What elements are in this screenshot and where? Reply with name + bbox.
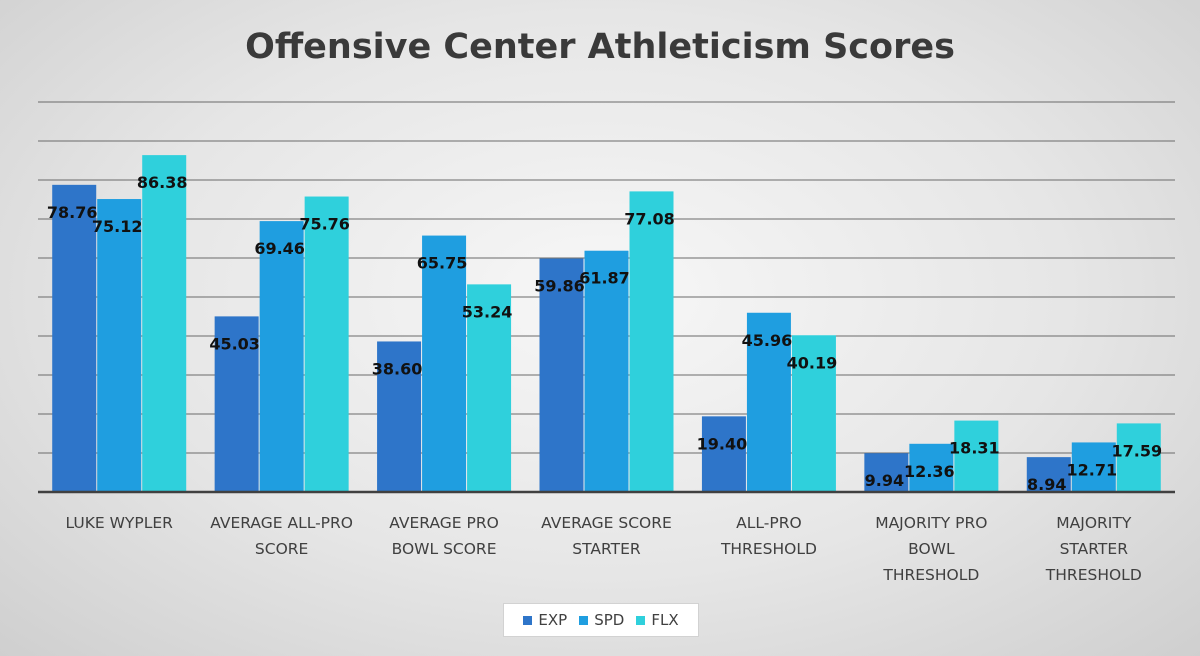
category-label-line: LUKE WYPLER [65,514,173,532]
bar-exp [377,341,422,492]
bar-spd [259,221,304,492]
category-label-line: MAJORITY PRO [875,514,987,532]
data-label-flx: 77.08 [624,209,675,228]
bar-spd [584,250,629,492]
data-label-exp: 59.86 [534,277,585,296]
data-label-spd: 75.12 [92,217,143,236]
data-label-spd: 12.71 [1066,460,1117,479]
data-label-exp: 8.94 [1027,475,1066,494]
bar-exp [701,416,746,492]
category-label-line: BOWL SCORE [392,540,497,558]
bars [52,155,1161,493]
bar-flx [142,155,187,493]
category-label: AVERAGE PRO BOWL SCORE [389,514,499,558]
bar-flx [467,284,512,492]
category-label: MAJORITY STARTER THRESHOLD [1045,514,1142,584]
bar-exp [864,453,909,492]
legend-item-spd: SPD [579,611,624,629]
category-label-line: AVERAGE SCORE [541,514,672,532]
legend-item-exp: EXP [523,611,567,629]
category-label-line: AVERAGE ALL-PRO [210,514,353,532]
legend-label: EXP [538,611,568,629]
data-label-exp: 9.94 [865,471,904,490]
category-label-line: THRESHOLD [882,566,979,584]
bar-exp [539,258,584,492]
data-label-exp: 19.40 [697,434,748,453]
category-label-line: THRESHOLD [720,540,817,558]
data-label-spd: 65.75 [417,254,468,273]
category-label-line: THRESHOLD [1045,566,1142,584]
data-label-flx: 75.76 [299,215,350,234]
data-label-flx: 17.59 [1111,441,1162,460]
data-label-spd: 61.87 [579,269,630,288]
category-label: ALL-PRO THRESHOLD [720,514,817,558]
data-label-exp: 38.60 [372,359,423,378]
category-label: LUKE WYPLER [65,514,173,532]
bar-flx [791,335,836,492]
category-label-line: ALL-PRO [736,514,802,532]
legend-label: FLX [651,611,679,629]
bar-exp [214,316,259,492]
category-label-line: STARTER [572,540,641,558]
data-label-exp: 45.03 [209,334,260,353]
legend-swatch [523,615,533,625]
data-label-spd: 45.96 [742,331,793,350]
data-label-flx: 40.19 [787,353,838,372]
data-label-spd: 12.36 [904,462,955,481]
category-label-line: STARTER [1060,540,1129,558]
category-label-line: AVERAGE PRO [389,514,499,532]
bar-exp [1026,457,1071,492]
legend-item-flx: FLX [636,611,679,629]
data-label-flx: 53.24 [462,302,513,321]
data-label-spd: 69.46 [254,239,305,258]
legend: EXP SPD FLX [503,603,699,637]
bar-flx [629,191,674,492]
data-label-flx: 86.38 [137,173,188,192]
category-label: AVERAGE SCORE STARTER [541,514,672,558]
legend-swatch [579,615,589,625]
bar-exp [52,184,97,492]
category-label-line: SCORE [255,540,308,558]
bar-flx [1116,423,1161,492]
bar-flx [304,196,349,492]
bar-spd [422,235,467,492]
bar-spd [97,199,142,493]
data-label-flx: 18.31 [949,439,1000,458]
bar-spd [909,443,954,492]
data-label-exp: 78.76 [47,203,98,222]
bar-flx [954,420,999,492]
bar-spd [746,312,791,492]
category-label: MAJORITY PRO BOWL THRESHOLD [875,514,987,584]
bar-spd [1071,442,1116,492]
chart-title: Offensive Center Athleticism Scores [245,27,955,67]
legend-swatch [636,615,646,625]
legend-label: SPD [594,611,625,629]
category-label: AVERAGE ALL-PRO SCORE [210,514,353,558]
category-label-line: MAJORITY [1056,514,1132,532]
category-label-line: BOWL [908,540,955,558]
category-labels: LUKE WYPLER AVERAGE ALL-PRO SCORE AVERAGE P… [65,514,1141,584]
